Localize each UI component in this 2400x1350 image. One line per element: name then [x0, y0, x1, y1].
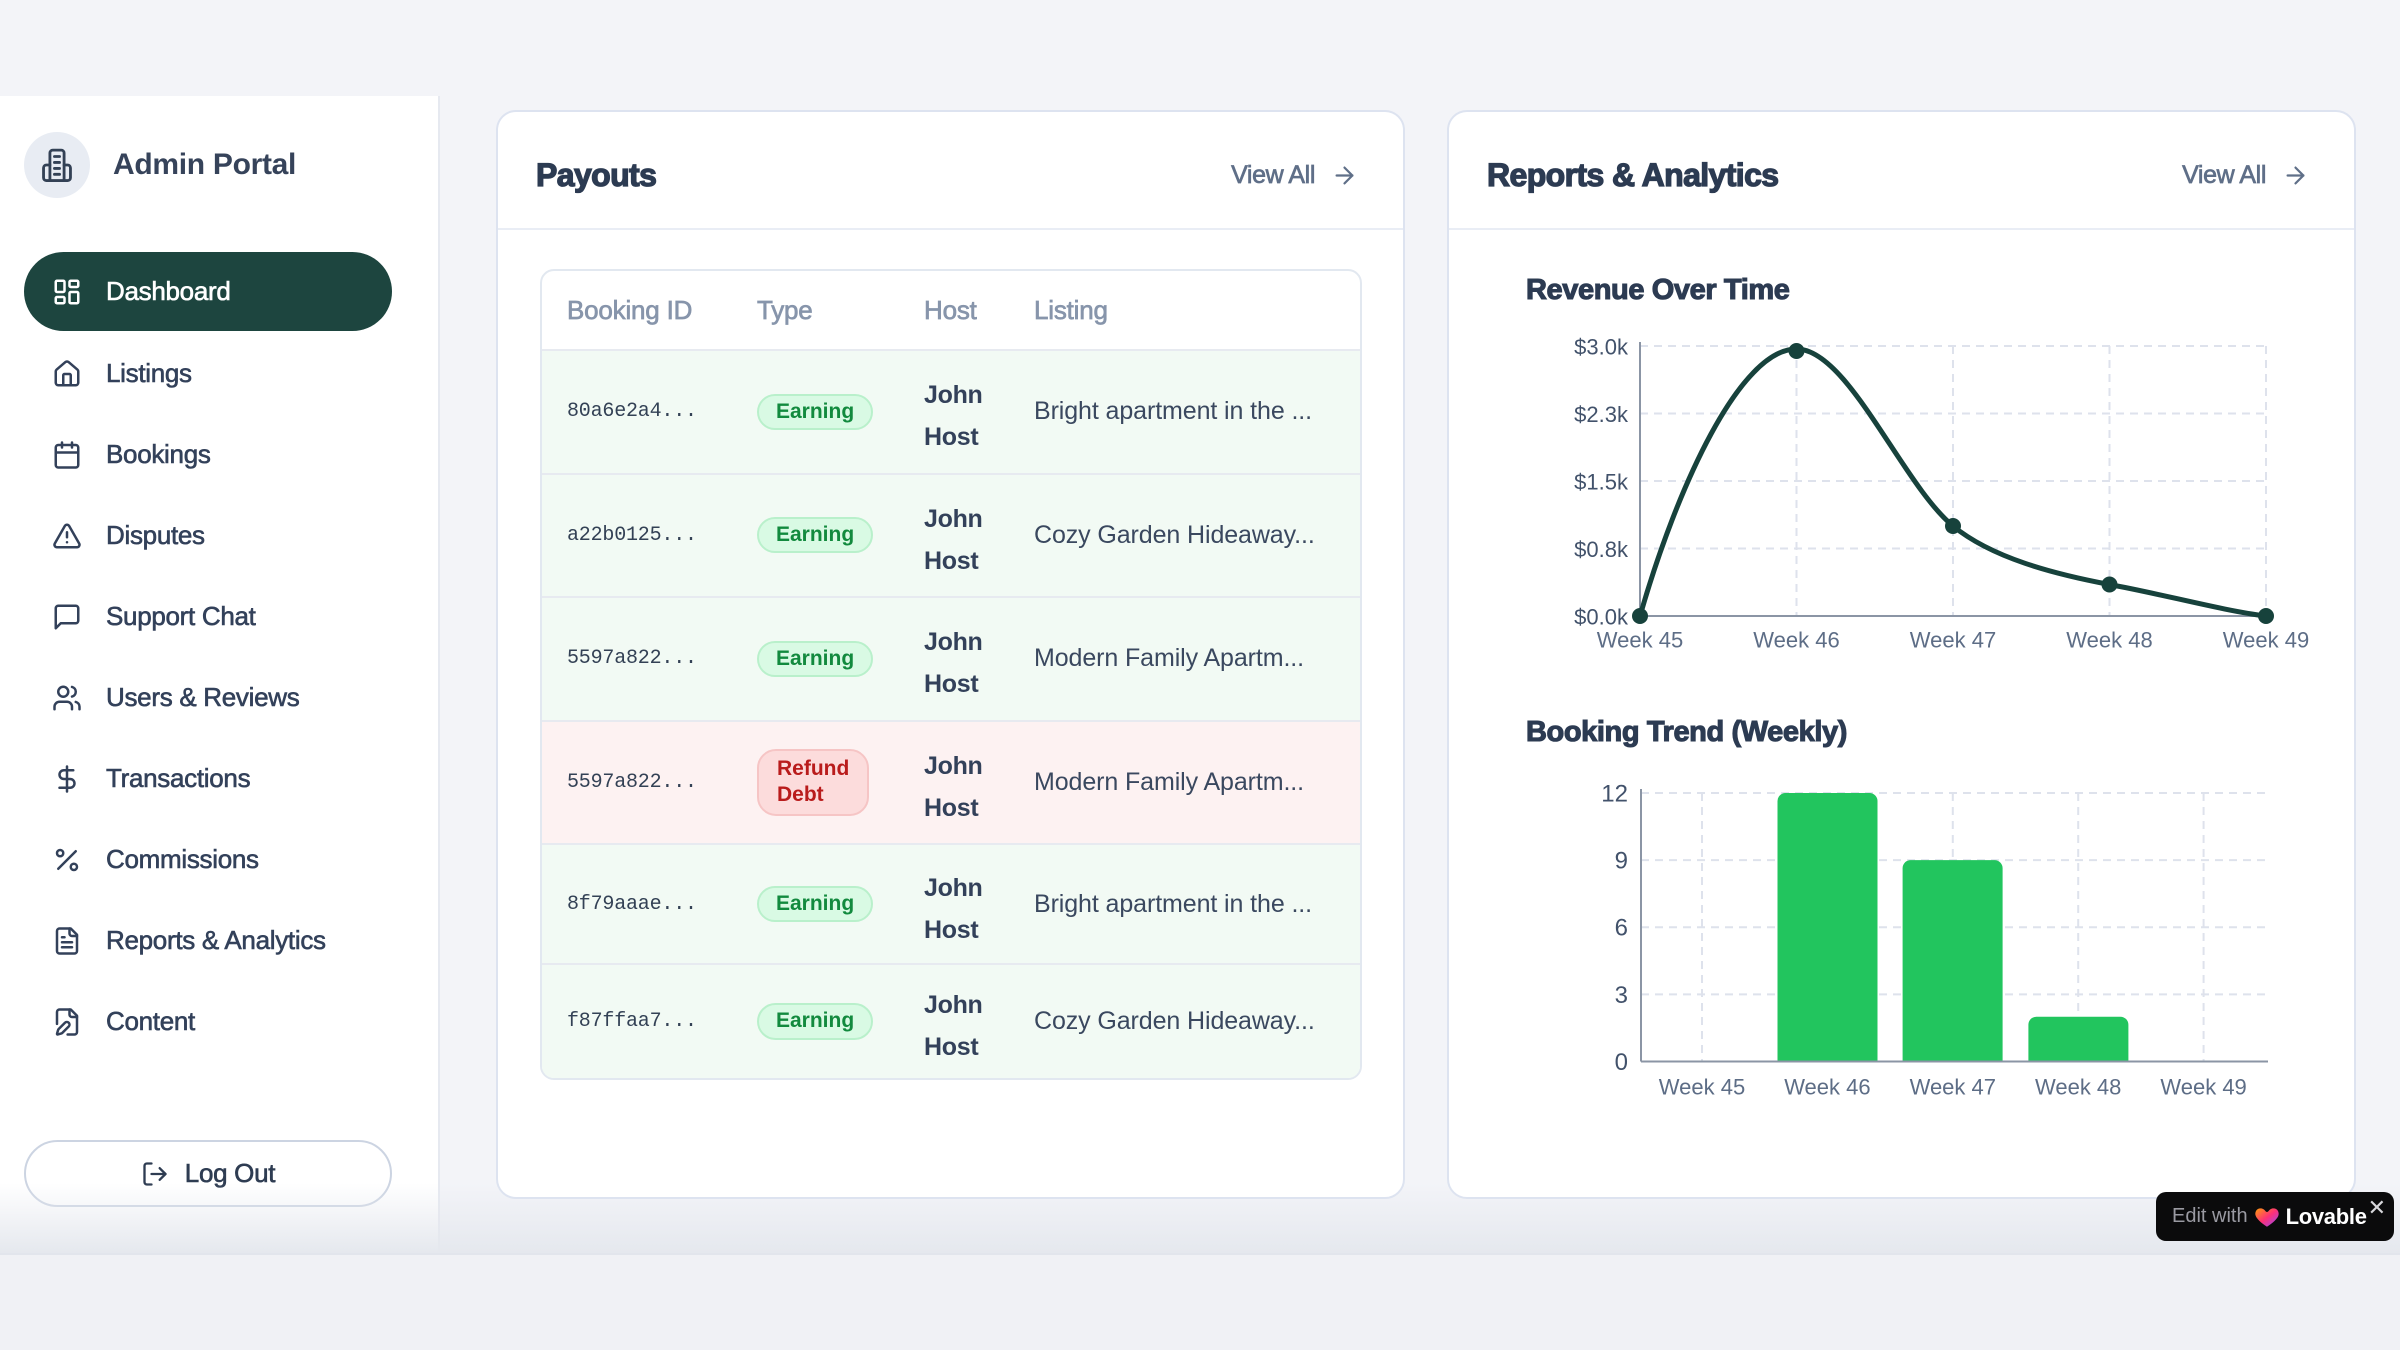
svg-text:6: 6	[1615, 915, 1628, 942]
svg-text:Week 49: Week 49	[2160, 1075, 2246, 1100]
svg-text:$1.5k: $1.5k	[1574, 470, 1629, 495]
svg-text:12: 12	[1601, 781, 1628, 808]
svg-text:$2.3k: $2.3k	[1574, 402, 1629, 427]
svg-text:3: 3	[1615, 982, 1628, 1009]
svg-text:9: 9	[1615, 848, 1628, 875]
svg-text:$3.0k: $3.0k	[1574, 335, 1629, 360]
svg-text:Week 48: Week 48	[2035, 1075, 2121, 1100]
svg-text:Week 48: Week 48	[2066, 628, 2152, 653]
svg-text:$0.8k: $0.8k	[1574, 537, 1629, 562]
svg-text:Week 47: Week 47	[1910, 1075, 1996, 1100]
svg-text:Week 45: Week 45	[1659, 1075, 1745, 1100]
svg-text:Week 46: Week 46	[1784, 1075, 1870, 1100]
svg-text:Week 49: Week 49	[2223, 628, 2309, 653]
svg-text:0: 0	[1615, 1049, 1628, 1076]
svg-text:Week 45: Week 45	[1597, 628, 1683, 653]
svg-text:Week 47: Week 47	[1910, 628, 1996, 653]
svg-text:Week 46: Week 46	[1753, 628, 1839, 653]
svg-text:$0.0k: $0.0k	[1574, 605, 1629, 630]
